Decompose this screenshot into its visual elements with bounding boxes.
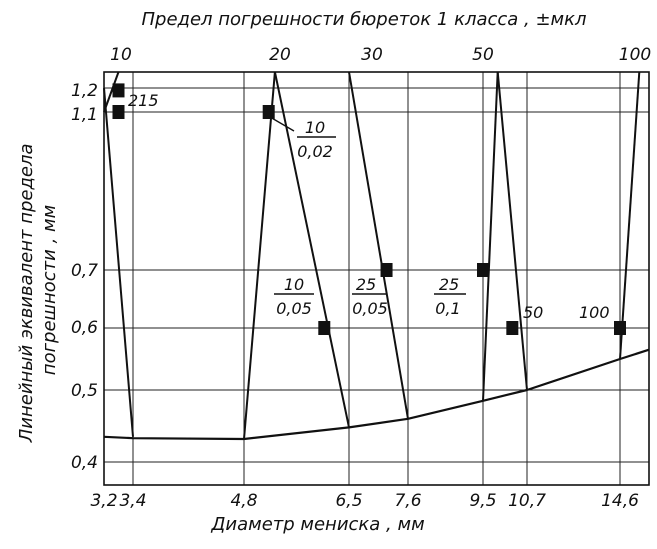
data-marker bbox=[112, 105, 125, 119]
annotation-denominator: 0,02 bbox=[297, 142, 333, 161]
scale-line bbox=[103, 71, 120, 113]
top-tick-label: 100 bbox=[619, 45, 651, 65]
y-tick-label: 0,4 bbox=[71, 453, 98, 473]
scale-line bbox=[103, 87, 134, 437]
scale-line bbox=[482, 71, 499, 401]
plot-frame bbox=[103, 71, 650, 486]
x-tick-label: 4,8 bbox=[230, 491, 257, 511]
y-tick-label: 1,2 bbox=[71, 81, 98, 101]
x-tick-label: 14,6 bbox=[601, 491, 639, 511]
scale-line bbox=[496, 71, 528, 391]
annotation-100: 100 bbox=[579, 303, 610, 322]
x-tick-label: 9,5 bbox=[469, 491, 496, 511]
top-tick-label: 50 bbox=[472, 45, 494, 65]
top-tick-label: 10 bbox=[110, 45, 132, 65]
y-tick-label: 0,7 bbox=[71, 261, 98, 281]
annotation-215: 215 bbox=[128, 91, 159, 110]
data-marker bbox=[477, 263, 489, 277]
scale-line bbox=[619, 71, 641, 360]
annotation-denominator: 0,05 bbox=[352, 299, 388, 318]
data-marker bbox=[318, 321, 331, 335]
y-axis-label-line-2: погрешности , мм bbox=[39, 205, 60, 375]
top-tick-label: 30 bbox=[361, 45, 383, 65]
x-axis-label: Диаметр мениска , мм bbox=[210, 514, 424, 535]
x-tick-label: 3,2 bbox=[90, 491, 117, 511]
scale-line bbox=[348, 71, 409, 419]
data-marker bbox=[614, 321, 626, 335]
annotation-50: 50 bbox=[523, 303, 543, 322]
annotation-numerator: 25 bbox=[356, 275, 376, 294]
data-marker bbox=[112, 83, 125, 98]
x-tick-label: 3,4 bbox=[119, 491, 146, 511]
annotation-numerator: 10 bbox=[284, 275, 304, 294]
leader-line bbox=[269, 116, 295, 132]
annotation-denominator: 0,1 bbox=[435, 299, 460, 318]
chart-title: Предел погрешности бюреток 1 класса , ±м… bbox=[141, 9, 586, 30]
annotation-numerator: 25 bbox=[439, 275, 459, 294]
y-tick-label: 1,1 bbox=[71, 105, 98, 125]
y-axis-label-line-1: Линейный эквивалент предела bbox=[16, 143, 37, 443]
top-tick-label: 20 bbox=[269, 45, 291, 65]
x-tick-label: 10,7 bbox=[508, 491, 546, 511]
scale-line bbox=[273, 71, 350, 428]
annotation-denominator: 0,05 bbox=[276, 299, 312, 318]
annotation-numerator: 10 bbox=[305, 118, 325, 137]
scale-line bbox=[243, 71, 276, 440]
data-marker bbox=[380, 263, 393, 277]
y-axis-label: Линейный эквивалент предела погрешности … bbox=[16, 138, 60, 443]
x-tick-label: 6,5 bbox=[335, 491, 362, 511]
y-tick-label: 0,6 bbox=[71, 318, 98, 338]
x-tick-label: 7,6 bbox=[394, 491, 421, 511]
y-tick-label: 0,5 bbox=[71, 381, 98, 401]
data-marker bbox=[262, 105, 275, 119]
data-marker bbox=[506, 321, 519, 335]
